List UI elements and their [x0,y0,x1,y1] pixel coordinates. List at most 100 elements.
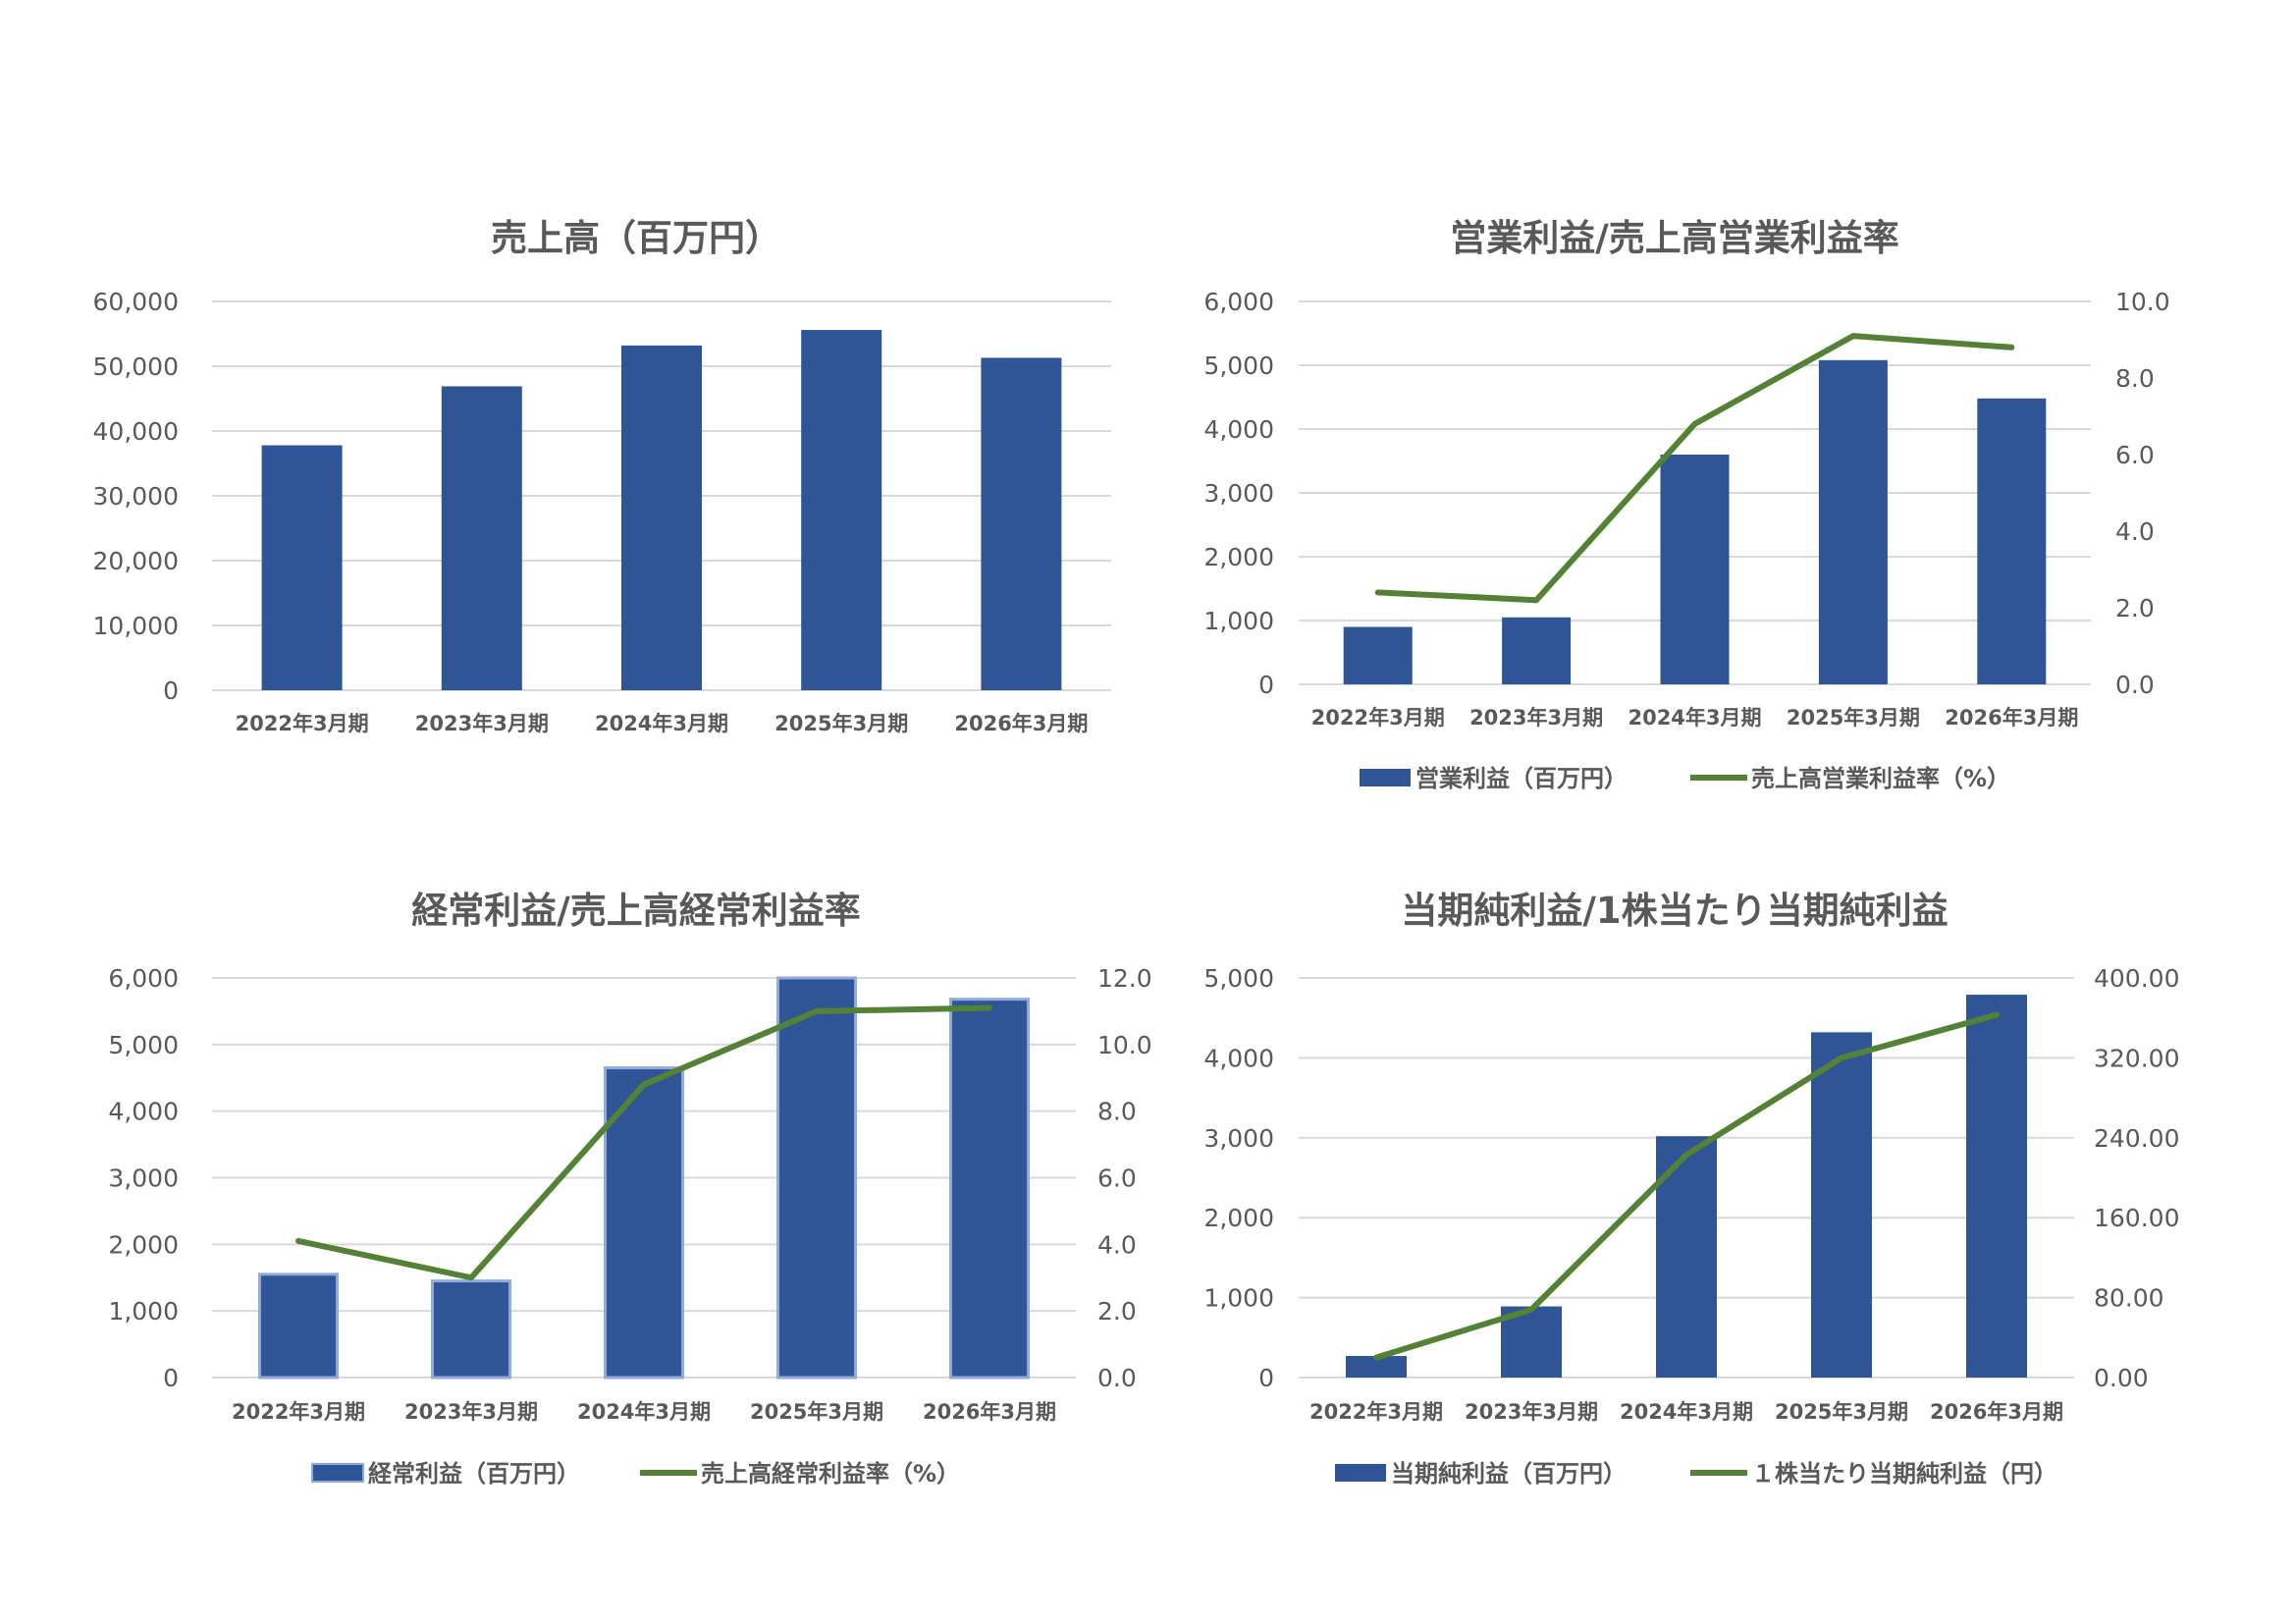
y2-tick-label: 160.00 [2094,1204,2179,1232]
x-tick-label: 2024年3月期 [577,1400,711,1424]
y-tick-label: 5,000 [1203,964,1274,993]
x-tick-label: 2023年3月期 [1469,706,1603,730]
y-tick-label: 0 [163,1364,179,1392]
bar [431,1279,511,1380]
bar [1343,626,1413,684]
legend-swatch-bar [1360,769,1411,786]
bar [261,445,343,690]
y-tick-label: 4,000 [1203,1044,1274,1072]
legend-swatch-bar [1335,1464,1386,1482]
x-tick-label: 2026年3月期 [954,712,1088,735]
x-tick-label: 2023年3月期 [415,712,549,735]
bar [776,976,857,1380]
x-tick-label: 2023年3月期 [1465,1400,1598,1424]
y-tick-label: 1,000 [1203,607,1274,635]
legend-label-bar: 当期純利益（百万円） [1391,1460,1627,1488]
y-tick-label: 10,000 [93,612,179,640]
y2-tick-label: 2.0 [2115,594,2155,623]
y-tick-label: 40,000 [93,417,179,446]
x-tick-label: 2022年3月期 [236,712,369,735]
y-tick-label: 5,000 [1203,352,1274,380]
bar [949,998,1030,1380]
chart-title: 経常利益/売上高経常利益率 [411,890,861,932]
y-tick-label: 30,000 [93,482,179,511]
bar [258,1272,339,1380]
y2-tick-label: 12.0 [1097,964,1152,993]
legend-label-bar: 営業利益（百万円） [1415,765,1628,792]
y-tick-label: 2,000 [108,1230,179,1259]
x-tick-label: 2025年3月期 [750,1400,883,1424]
x-tick-label: 2026年3月期 [1930,1400,2063,1424]
y2-tick-label: 0.0 [2115,671,2155,699]
y-tick-label: 50,000 [93,352,179,381]
y-tick-label: 0 [163,677,179,705]
y2-tick-label: 0.00 [2094,1364,2149,1392]
bar [1818,359,1888,684]
legend-label-bar: 経常利益（百万円） [368,1460,580,1488]
bar [801,330,882,690]
x-tick-label: 2024年3月期 [1620,1400,1753,1424]
bar [1977,398,2047,684]
bar [1346,1356,1407,1378]
x-tick-label: 2026年3月期 [1945,706,2078,730]
x-tick-label: 2024年3月期 [595,712,728,735]
y2-tick-label: 80.00 [2094,1284,2164,1313]
y-tick-label: 4,000 [1203,415,1274,444]
y2-tick-label: 8.0 [2115,364,2155,393]
chart-title: 当期純利益/1株当たり当期純利益 [1401,890,1948,932]
bar [981,357,1062,690]
legend-label-line: 売上高営業利益率（%） [1751,765,2010,792]
y2-tick-label: 4.0 [2115,517,2155,546]
y-tick-label: 3,000 [108,1164,179,1193]
bar [1502,617,1572,684]
y-tick-label: 4,000 [108,1098,179,1126]
bar [621,345,702,690]
y2-tick-label: 10.0 [2115,288,2170,316]
x-tick-label: 2022年3月期 [1311,706,1445,730]
x-tick-label: 2025年3月期 [774,712,908,735]
legend-swatch-bar [311,1463,364,1483]
y-tick-label: 6,000 [108,964,179,993]
y-tick-label: 3,000 [1203,479,1274,508]
y-tick-label: 3,000 [1203,1124,1274,1153]
x-tick-label: 2025年3月期 [1787,706,1920,730]
chart-title: 営業利益/売上高営業利益率 [1450,217,1899,259]
y2-tick-label: 2.0 [1097,1297,1137,1326]
bar [1811,1032,1872,1378]
x-tick-label: 2025年3月期 [1775,1400,1908,1424]
y2-tick-label: 6.0 [1097,1164,1137,1193]
x-tick-label: 2024年3月期 [1628,706,1761,730]
bar [604,1066,684,1380]
bar [1966,995,2027,1378]
y-tick-label: 60,000 [93,288,179,316]
legend-label-line: １株当たり当期純利益（円） [1751,1460,2057,1488]
x-tick-label: 2022年3月期 [232,1400,365,1424]
y2-tick-label: 320.00 [2094,1044,2179,1072]
y-tick-label: 20,000 [93,547,179,575]
y-tick-label: 1,000 [1203,1284,1274,1313]
y2-tick-label: 4.0 [1097,1230,1137,1259]
y2-tick-label: 0.0 [1097,1364,1137,1392]
legend-label-line: 売上高経常利益率（%） [701,1460,960,1488]
y2-tick-label: 10.0 [1097,1031,1152,1059]
y-tick-label: 2,000 [1203,543,1274,571]
y-tick-label: 2,000 [1203,1204,1274,1232]
x-tick-label: 2022年3月期 [1309,1400,1443,1424]
y-tick-label: 0 [1258,1364,1274,1392]
y-tick-label: 0 [1258,671,1274,699]
y2-tick-label: 8.0 [1097,1098,1137,1126]
x-tick-label: 2023年3月期 [404,1400,538,1424]
bar [1660,455,1730,684]
x-tick-label: 2026年3月期 [923,1400,1056,1424]
y2-tick-label: 6.0 [2115,441,2155,469]
bar [441,386,522,690]
y2-tick-label: 400.00 [2094,964,2179,993]
y-tick-label: 6,000 [1203,288,1274,316]
chart-title: 売上高（百万円） [491,217,781,259]
y-tick-label: 1,000 [108,1297,179,1326]
